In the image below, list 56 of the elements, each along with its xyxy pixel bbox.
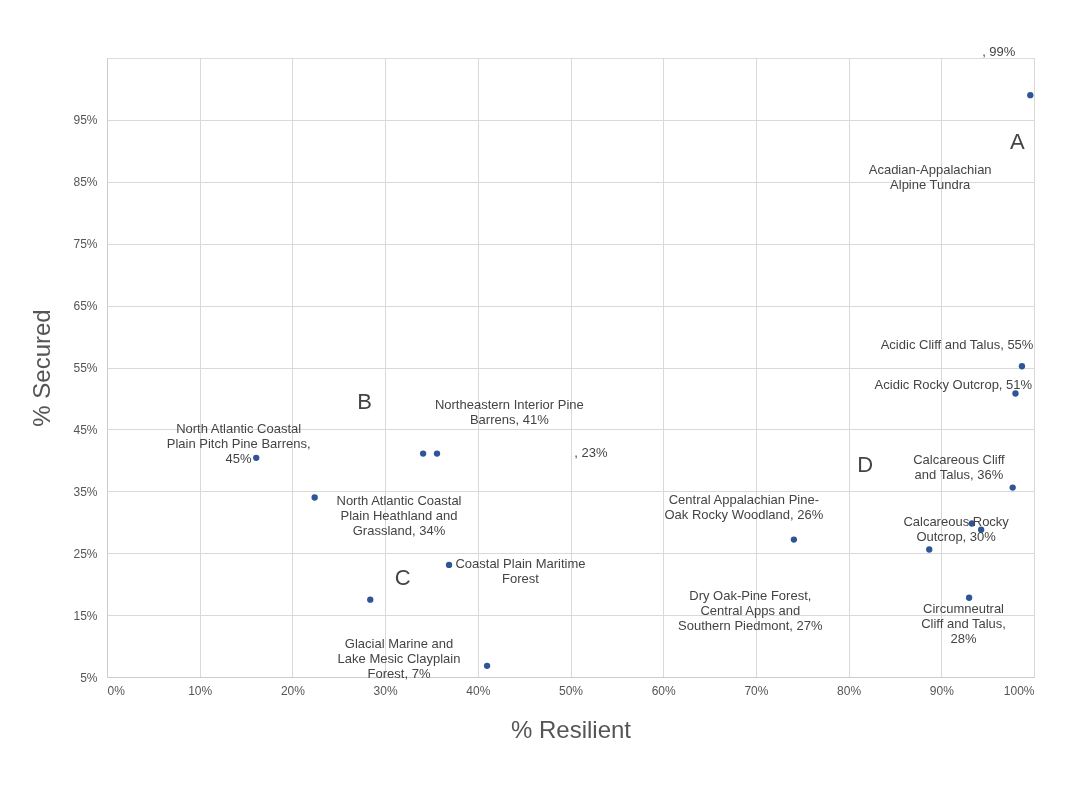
annotation: Acidic Cliff and Talus, 55% <box>880 336 1034 352</box>
x-tick-label: 60% <box>651 683 677 698</box>
x-tick-label: 90% <box>929 683 955 698</box>
annotation: Northeastern Interior Pine Barrens, 41% <box>434 397 584 428</box>
point <box>965 594 973 601</box>
point <box>1018 363 1026 370</box>
x-tick-label: 70% <box>744 683 769 698</box>
point <box>367 596 374 603</box>
point <box>311 494 318 501</box>
annotation: , 23% <box>574 444 608 460</box>
annotation: Central Appalachian Pine- Oak Rocky Woodland, 26% <box>664 491 824 522</box>
x-tick-label: 100% <box>1003 683 1035 698</box>
y-tick-label: 15% <box>73 608 98 623</box>
annotation: Calcareous Rocky Outcrop, 30% <box>903 513 1010 544</box>
y-axis-title: % Secured <box>28 309 56 427</box>
point <box>253 454 260 462</box>
annotation: Circumneutral Cliff and Talus, 28% <box>921 600 1006 646</box>
y-tick-label: 55% <box>73 361 98 375</box>
point <box>926 546 933 553</box>
x-tick-label: 0% <box>107 683 126 698</box>
annotation: D <box>857 451 874 477</box>
x-tick-label: 30% <box>373 683 398 698</box>
annotation: North Atlantic Coastal Plain Pitch Pine Barrens, 45% <box>166 421 311 467</box>
annotation: A <box>1009 129 1025 155</box>
point <box>419 450 427 457</box>
y-tick-label: 45% <box>73 422 98 437</box>
annotation: Glacial Marine and Lake Mesic Clayplain Forest, 7% <box>337 636 461 682</box>
point <box>483 662 491 670</box>
point <box>790 536 798 543</box>
x-tick-label: 40% <box>466 683 491 698</box>
annotation: Calcareous Cliff and Talus, 36% <box>913 452 1006 483</box>
annotation: Acadian-Appalachian Alpine Tundra <box>868 162 992 193</box>
point <box>1027 91 1034 99</box>
annotation: B <box>357 388 373 414</box>
y-tick-label: 95% <box>73 113 98 128</box>
x-tick-label: 20% <box>280 683 306 698</box>
annotation: Acidic Rocky Outcrop, 51% <box>874 376 1033 392</box>
y-tick-label: 5% <box>80 670 98 685</box>
y-tick-label: 25% <box>73 546 98 561</box>
point <box>1009 484 1016 491</box>
point <box>445 561 453 569</box>
annotation: C <box>394 564 411 590</box>
y-tick-label: 65% <box>73 299 98 314</box>
x-tick-label: 10% <box>188 683 213 698</box>
annotation: Coastal Plain Maritime Forest <box>455 555 586 586</box>
x-tick-label: 80% <box>837 683 862 698</box>
annotation: Dry Oak-Pine Forest, Central Apps and Southern Piedmont, 27% <box>678 587 824 633</box>
x-tick-label: 50% <box>558 683 584 698</box>
text: , 99% <box>982 43 1016 59</box>
y-tick-label: 35% <box>73 484 98 499</box>
point <box>1012 390 1019 397</box>
annotation: North Atlantic Coastal Plain Heathland and Grassland, 34% <box>336 492 462 538</box>
point <box>433 450 441 457</box>
x-axis-title: % Resilient <box>510 715 632 743</box>
y-tick-label: 75% <box>73 237 98 252</box>
y-tick-label: 85% <box>73 175 98 190</box>
